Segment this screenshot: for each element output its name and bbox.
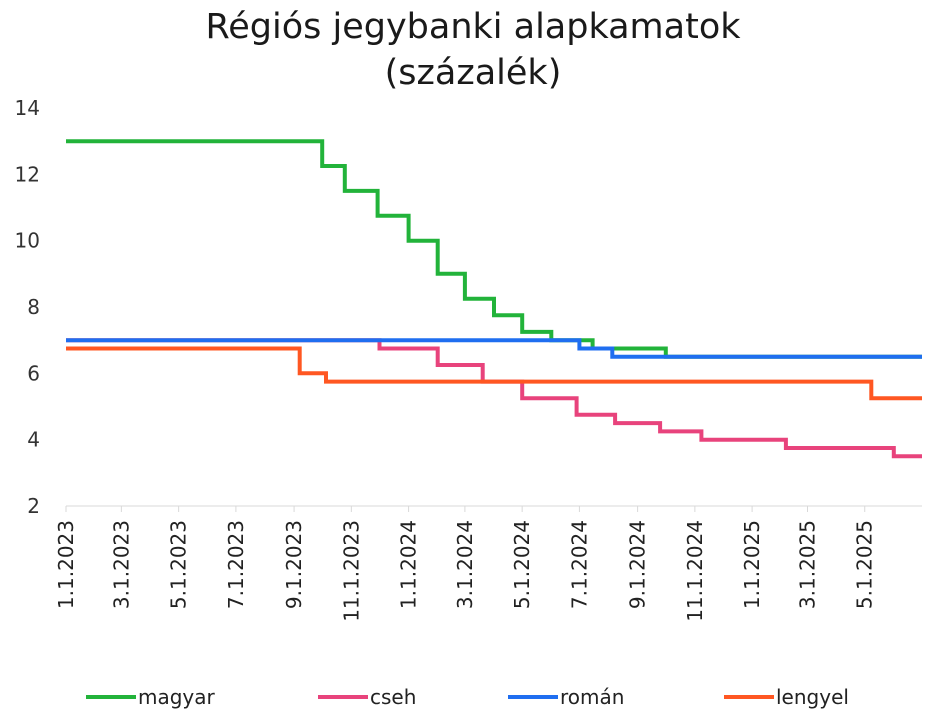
legend-item-román: román bbox=[508, 685, 624, 709]
legend-label: lengyel bbox=[776, 685, 849, 709]
chart-title-main: Régiós jegybanki alapkamatok bbox=[205, 7, 741, 47]
y-tick-label: 8 bbox=[27, 295, 40, 319]
y-tick-label: 12 bbox=[15, 162, 40, 186]
x-tick-label: 3.1.2023 bbox=[109, 520, 133, 609]
series-line-lengyel bbox=[66, 346, 922, 401]
series-line-magyar bbox=[66, 139, 922, 359]
chart-subtitle: (százalék) bbox=[384, 53, 562, 93]
x-tick-label: 7.1.2024 bbox=[567, 520, 591, 609]
legend-label: román bbox=[560, 685, 624, 709]
x-tick-label: 1.1.2025 bbox=[740, 520, 764, 609]
legend-item-cseh: cseh bbox=[318, 685, 416, 709]
x-tick-label: 1.1.2024 bbox=[397, 520, 421, 609]
x-tick-label: 9.1.2023 bbox=[282, 520, 306, 609]
y-tick-label: 14 bbox=[15, 96, 40, 120]
x-tick-label: 11.1.2023 bbox=[339, 520, 363, 622]
x-tick-label: 11.1.2024 bbox=[683, 520, 707, 622]
chart-title: Régiós jegybanki alapkamatok (százalék) bbox=[0, 4, 946, 96]
legend-label: magyar bbox=[138, 685, 216, 709]
chart-series-layer bbox=[66, 139, 922, 459]
legend-item-magyar: magyar bbox=[86, 685, 216, 709]
x-tick-label: 5.1.2023 bbox=[167, 520, 191, 609]
x-tick-label: 3.1.2025 bbox=[795, 520, 819, 609]
legend-item-lengyel: lengyel bbox=[724, 685, 849, 709]
x-tick-label: 3.1.2024 bbox=[453, 520, 477, 609]
legend-label: cseh bbox=[370, 685, 416, 709]
y-tick-label: 2 bbox=[27, 494, 40, 518]
chart-axes: 2 4 6 8 10 12 14 1.1.2023 3.1.2023 5.1.2023 7.1.20… bbox=[15, 96, 922, 622]
x-tick-label: 9.1.2024 bbox=[626, 520, 650, 609]
y-tick-label: 6 bbox=[27, 361, 40, 385]
x-tick-label: 7.1.2023 bbox=[224, 520, 248, 609]
series-line-cseh bbox=[66, 338, 922, 459]
chart-legend: magyar cseh román lengyel bbox=[86, 685, 849, 709]
series-line-román bbox=[66, 338, 922, 359]
y-tick-label: 10 bbox=[15, 229, 40, 253]
x-tick-label: 5.1.2025 bbox=[853, 520, 877, 609]
y-tick-label: 4 bbox=[27, 428, 40, 452]
x-tick-label: 5.1.2024 bbox=[510, 520, 534, 609]
x-tick-label: 1.1.2023 bbox=[54, 520, 78, 609]
